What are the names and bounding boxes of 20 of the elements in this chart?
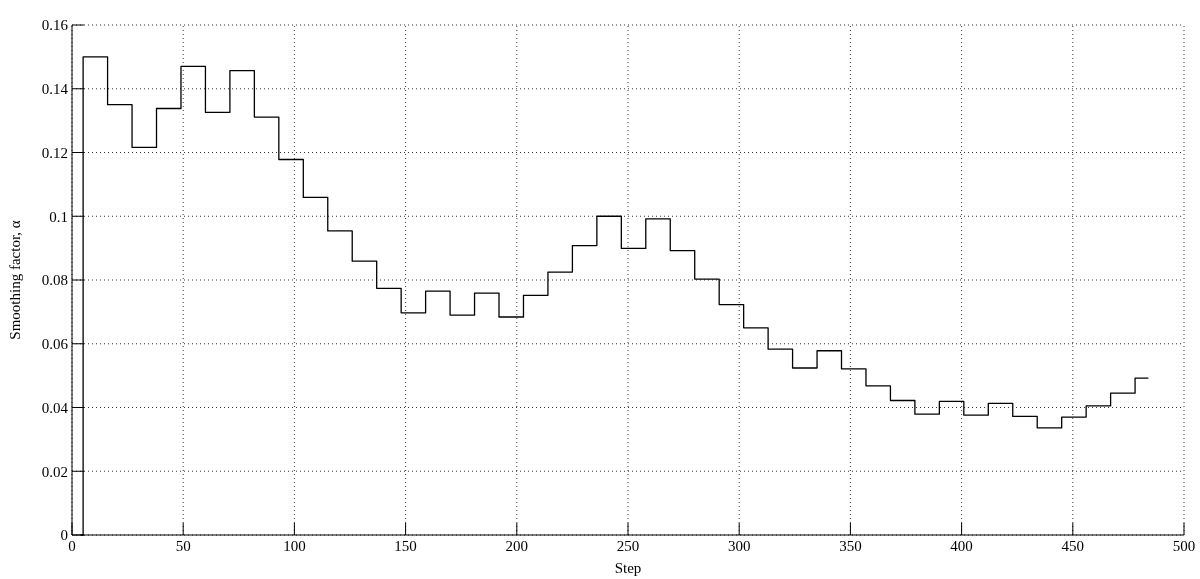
x-tick-label: 250 bbox=[616, 538, 640, 554]
x-tick-label: 150 bbox=[394, 538, 417, 554]
x-tick-label: 200 bbox=[505, 538, 529, 554]
y-tick-label: 0.08 bbox=[41, 272, 68, 289]
y-tick-label: 0.04 bbox=[41, 399, 69, 416]
y-tick-label: 0.02 bbox=[41, 463, 68, 480]
x-tick-label: 450 bbox=[1061, 538, 1085, 554]
x-tick-label: 300 bbox=[727, 538, 751, 554]
y-tick-label: 0.14 bbox=[41, 81, 69, 97]
x-tick-label: 350 bbox=[839, 538, 862, 554]
x-tick-label: 400 bbox=[950, 538, 973, 554]
y-tick-label: 0.1 bbox=[49, 208, 68, 225]
y-tick-label: 0.12 bbox=[41, 144, 68, 161]
x-tick-label: 500 bbox=[1172, 538, 1196, 554]
x-tick-label: 50 bbox=[175, 538, 191, 554]
y-axis-title: Smoothing factor, α bbox=[7, 220, 23, 340]
y-tick-label: 0.06 bbox=[41, 336, 69, 352]
y-tick-label: 0.16 bbox=[41, 17, 69, 34]
x-tick-label: 100 bbox=[283, 538, 306, 554]
x-axis-title: Step bbox=[614, 560, 642, 576]
